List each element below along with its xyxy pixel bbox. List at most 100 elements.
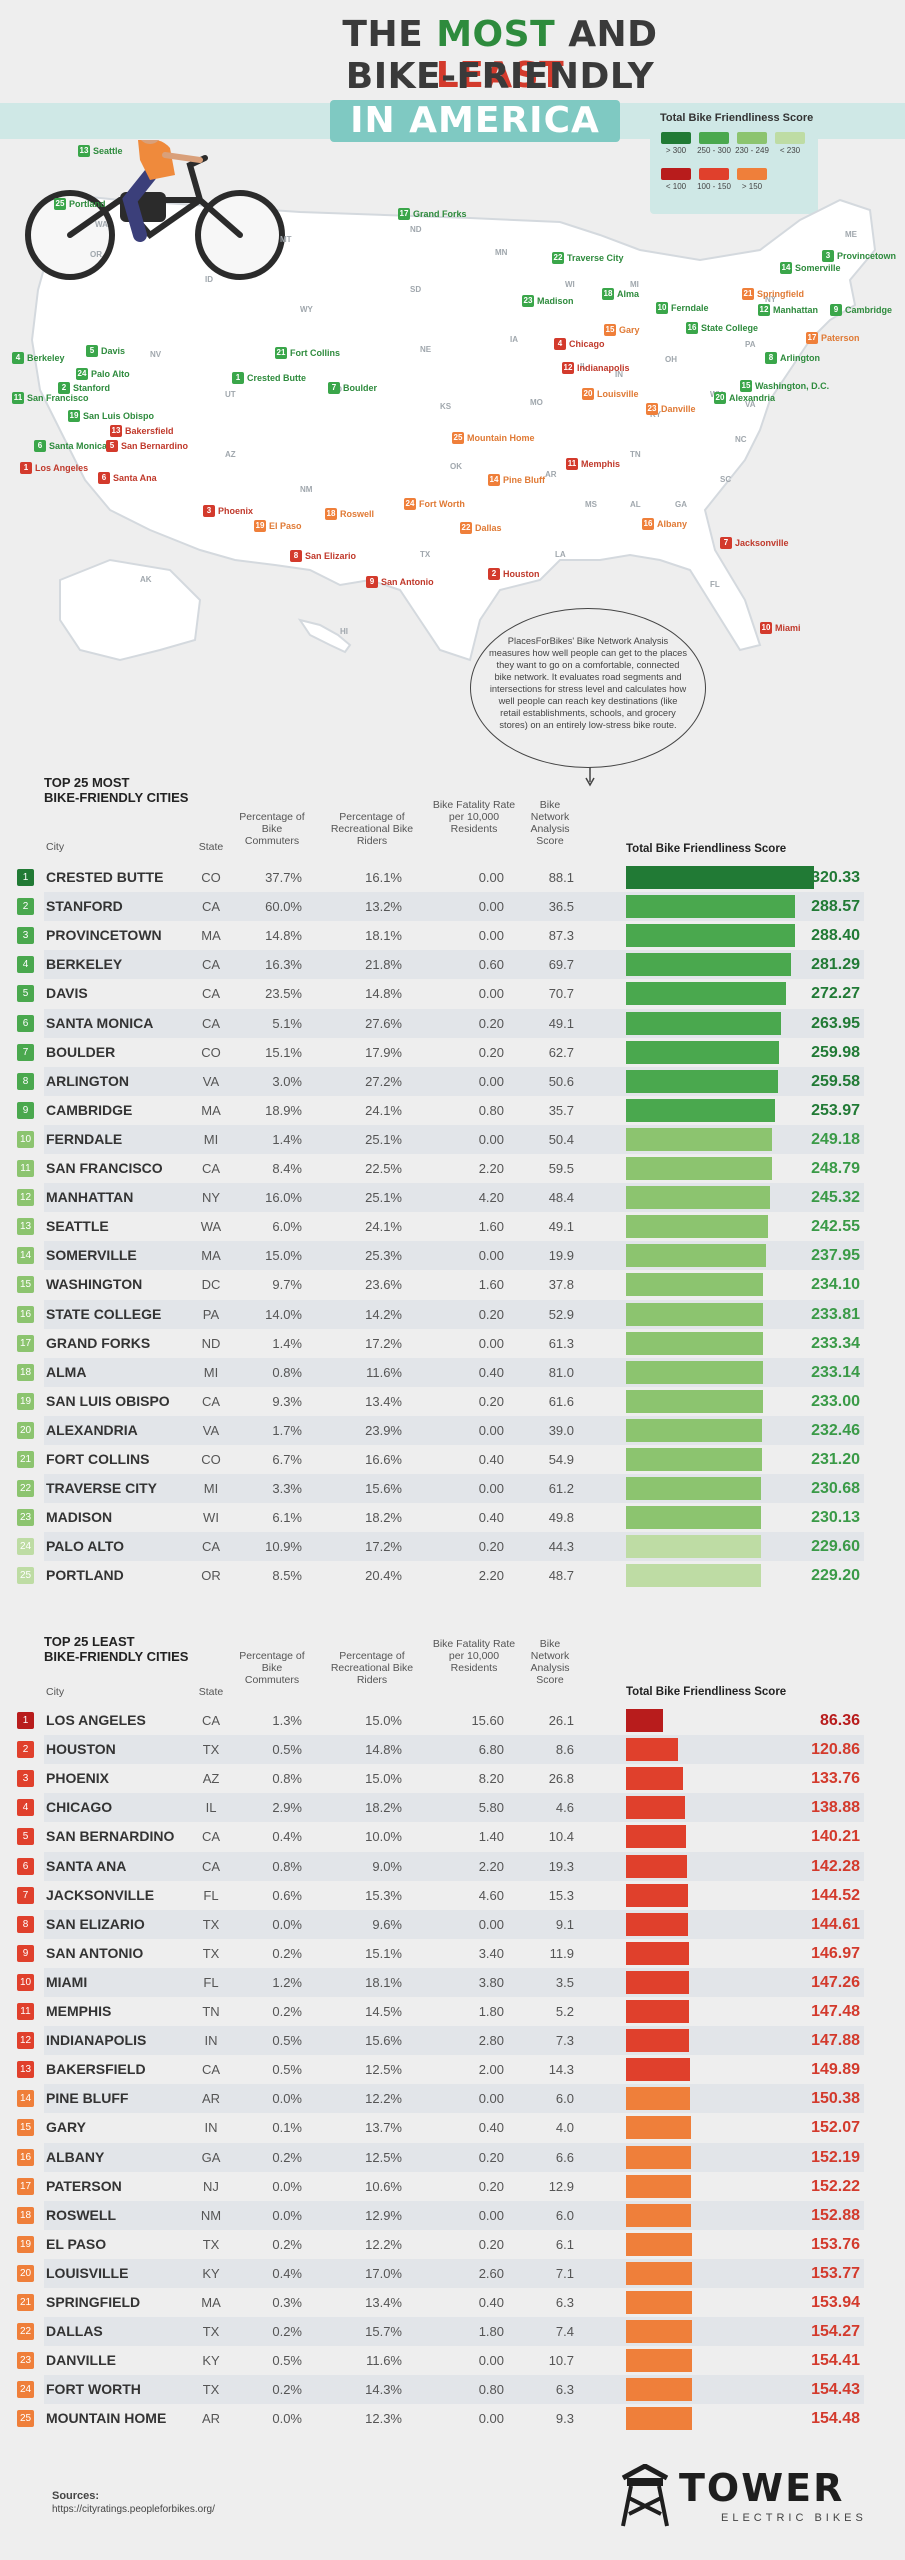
score-bar [626, 2174, 691, 2198]
network-score: 62.7 [548, 1044, 574, 1060]
sources-link[interactable]: https://cityratings.peopleforbikes.org/ [52, 2504, 215, 2515]
network-score: 36.5 [548, 899, 574, 915]
commuters-pct: 0.2% [272, 2004, 302, 2019]
info-bubble: PlacesForBikes' Bike Network Analysis me… [470, 608, 706, 768]
city-marker-label: Gary [619, 325, 640, 335]
recreational-pct: 15.0% [365, 1771, 402, 1787]
recreational-pct: 10.6% [365, 2178, 402, 2194]
total-score: 149.89 [811, 2061, 860, 2079]
city-name: CHICAGO [46, 1799, 113, 1816]
state-code: MA [201, 1248, 221, 1264]
score-bar [626, 953, 791, 977]
city-name: SANTA MONICA [46, 1014, 154, 1031]
score-bar [626, 1157, 772, 1180]
city-name: GARY [46, 2119, 86, 2136]
city-rank-badge: 8 [290, 550, 302, 562]
total-score: 259.98 [811, 1043, 860, 1061]
commuters-pct: 0.3% [272, 2295, 302, 2310]
fatality-rate: 3.80 [478, 1974, 504, 1990]
rank-badge: 7 [17, 1886, 34, 1904]
city-rank-badge: 12 [758, 304, 770, 316]
fatality-rate: 1.80 [478, 2324, 504, 2340]
table-row: 6 SANTA MONICA CA 5.1% 27.6% 0.20 49.1 263.95 [17, 1008, 864, 1038]
rank-badge: 20 [17, 2264, 34, 2282]
city-marker: 18 Alma [602, 288, 639, 300]
table-row: 23 MADISON WI 6.1% 18.2% 0.40 49.8 230.13 [17, 1503, 864, 1532]
city-marker: 16 State College [686, 322, 758, 334]
legend-swatch [737, 132, 767, 144]
state-code: CA [201, 1015, 221, 1031]
recreational-pct: 17.2% [365, 1335, 402, 1351]
state-code: PA [202, 1306, 220, 1322]
score-bar [626, 2378, 692, 2402]
rank-badge: 16 [17, 2148, 34, 2166]
city-marker: 9 Cambridge [830, 304, 892, 316]
recreational-pct: 13.4% [365, 2295, 402, 2310]
least-friendly-table: TOP 25 LEAST BIKE-FRIENDLY CITIES City St… [17, 1630, 864, 2450]
city-marker: 2 Stanford [58, 382, 110, 394]
rank-badge: 4 [17, 956, 34, 974]
state-code: NJ [203, 2178, 219, 2194]
city-marker-label: Boulder [343, 383, 378, 393]
legend-label: > 150 [741, 182, 763, 191]
recreational-pct: 14.8% [365, 986, 402, 1002]
network-score: 69.7 [548, 957, 574, 973]
table-row: 9 SAN ANTONIO TX 0.2% 15.1% 3.40 11.9 146.97 [17, 1939, 864, 1968]
state-code: TX [202, 1742, 220, 1758]
recreational-pct: 11.6% [366, 2353, 402, 2369]
commuters-pct: 9.3% [272, 1393, 302, 1409]
legend-item: < 100 [658, 168, 694, 191]
fatality-rate: 0.00 [478, 1131, 504, 1147]
recreational-pct: 12.9% [365, 2207, 402, 2223]
table-row: 21 FORT COLLINS CO 6.7% 16.6% 0.40 54.9 231.20 [17, 1445, 864, 1474]
city-marker-label: Cambridge [845, 305, 893, 315]
fatality-rate: 1.60 [478, 1277, 504, 1293]
city-marker: 1 Crested Butte [232, 372, 306, 384]
city-name: BOULDER [46, 1043, 116, 1060]
state-label: GA [675, 500, 687, 509]
city-name: SEATTLE [46, 1218, 109, 1235]
table-row: 10 MIAMI FL 1.2% 18.1% 3.80 3.5 147.26 [17, 1967, 864, 1997]
score-bar [626, 1360, 763, 1384]
score-bar [626, 1127, 772, 1151]
network-score: 48.4 [548, 1190, 574, 1206]
city-marker-label: Palo Alto [91, 369, 130, 379]
city-name: DALLAS [46, 2323, 103, 2340]
commuters-pct: 18.9% [265, 1102, 302, 1118]
recreational-pct: 12.5% [365, 2062, 402, 2078]
recreational-pct: 23.6% [365, 1277, 402, 1293]
network-score: 7.1 [555, 2265, 574, 2281]
city-marker-label: Alexandria [729, 393, 776, 403]
recreational-pct: 18.2% [365, 1800, 402, 1816]
city-rank-badge: 24 [404, 498, 416, 510]
state-code: CA [201, 1161, 221, 1176]
city-marker-label: Mountain Home [467, 433, 535, 443]
legend-swatch [699, 168, 729, 180]
state-code: KY [202, 2353, 220, 2369]
recreational-pct: 24.1% [365, 1102, 402, 1118]
city-rank-badge: 15 [604, 324, 616, 336]
table-row: 4 CHICAGO IL 2.9% 18.2% 5.80 4.6 138.88 [17, 1793, 864, 1823]
city-marker-label: Fort Worth [419, 499, 465, 509]
city-marker: 5 San Bernardino [106, 440, 188, 452]
state-code: TX [202, 2324, 220, 2340]
rank-badge: 3 [17, 1770, 34, 1788]
fatality-rate: 15.60 [471, 1713, 504, 1728]
rank-badge: 1 [17, 1712, 34, 1729]
score-bar [626, 1738, 678, 1762]
city-marker: 11 Memphis [566, 458, 620, 470]
recreational-pct: 13.2% [365, 899, 402, 915]
commuters-pct: 1.2% [272, 1974, 302, 1990]
recreational-pct: 15.3% [365, 1887, 402, 1903]
total-score: 259.58 [811, 1072, 860, 1090]
state-code: MA [201, 1102, 221, 1118]
total-score: 147.26 [811, 1973, 860, 1991]
city-name: LOS ANGELES [46, 1712, 146, 1728]
city-rank-badge: 12 [562, 362, 574, 374]
city-rank-badge: 23 [646, 403, 658, 415]
state-label: NV [150, 350, 162, 359]
city-rank-badge: 14 [780, 262, 792, 274]
score-bar [626, 1389, 763, 1413]
state-label: ND [410, 225, 422, 234]
total-score: 147.88 [811, 2032, 860, 2050]
